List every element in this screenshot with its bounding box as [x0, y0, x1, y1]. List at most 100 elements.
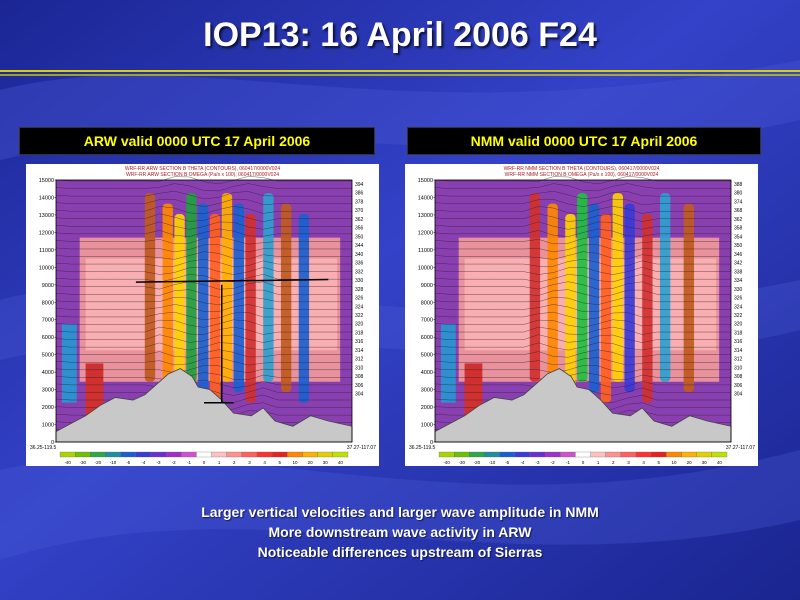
y-tick-label: 14000 — [418, 195, 433, 201]
color-scale-swatch — [605, 451, 622, 458]
y-tick-label: 4000 — [42, 370, 54, 376]
theta-label: 326 — [734, 296, 743, 302]
theta-label: 370 — [355, 208, 364, 214]
color-scale-label: 4 — [263, 460, 266, 465]
omega-band — [624, 203, 635, 393]
arw-panel-header: ARW valid 0000 UTC 17 April 2006 — [19, 127, 375, 155]
section-end-label: 37.27-117.07 — [726, 445, 755, 451]
y-tick-label: 1000 — [421, 423, 433, 429]
caption-line-3: Noticeable differences upstream of Sierr… — [257, 544, 543, 560]
theta-label: 344 — [355, 243, 364, 249]
omega-band — [198, 203, 209, 393]
color-scale-label: 2 — [612, 460, 615, 465]
y-tick-label: 5000 — [421, 353, 433, 359]
theta-label: 320 — [355, 322, 364, 328]
color-scale-label: 4 — [642, 460, 645, 465]
color-scale-swatch — [635, 451, 652, 458]
theta-label: 362 — [734, 217, 743, 223]
y-tick-label: 2000 — [42, 405, 54, 411]
theta-label: 362 — [355, 217, 364, 223]
omega-band — [547, 203, 558, 393]
omega-band — [464, 363, 483, 416]
nmm-cross-section-plot: WRF-RR NMM SECTION B THETA (CONTOURS), 0… — [405, 164, 758, 466]
caption-line-1: Larger vertical velocities and larger wa… — [201, 504, 599, 520]
slide-title: IOP13: 16 April 2006 F24 — [203, 16, 597, 54]
color-scale-label: -10 — [110, 460, 117, 465]
theta-label: 374 — [734, 199, 743, 205]
color-scale-label: -10 — [489, 460, 496, 465]
y-tick-label: 2000 — [421, 405, 433, 411]
omega-band — [529, 193, 541, 382]
theta-label: 312 — [355, 357, 364, 363]
color-scale-swatch — [454, 451, 470, 458]
y-tick-label: 0 — [51, 440, 54, 446]
omega-band — [221, 193, 233, 382]
omega-band — [659, 193, 671, 382]
omega-band — [245, 214, 256, 403]
color-scale-label: 5 — [658, 460, 661, 465]
y-tick-label: 14000 — [39, 195, 54, 201]
theta-label: 324 — [355, 304, 364, 310]
plot-frame — [434, 179, 732, 443]
y-tick-label: 15000 — [418, 178, 433, 184]
omega-band — [263, 193, 274, 382]
y-tick-label: 12000 — [418, 230, 433, 236]
theta-label: 318 — [355, 330, 364, 336]
color-scale-swatch — [272, 451, 288, 458]
omega-band — [565, 214, 576, 403]
y-tick-label: 1000 — [42, 423, 54, 429]
color-scale-swatch — [484, 451, 500, 458]
y-tick-label: 5000 — [42, 353, 54, 359]
color-scale-swatch — [514, 451, 531, 458]
y-tick-label: 4000 — [421, 370, 433, 376]
y-tick-label: 7000 — [421, 318, 433, 324]
color-scale-swatch — [438, 451, 455, 458]
color-scale-swatch — [332, 451, 349, 458]
theta-label: 310 — [355, 365, 364, 371]
color-scale-label: 40 — [338, 460, 344, 465]
omega-band — [600, 214, 612, 403]
color-scale-swatch — [666, 451, 682, 458]
color-scale-label: -5 — [126, 460, 130, 465]
color-scale-swatch — [575, 451, 591, 458]
theta-label: 368 — [734, 208, 743, 214]
color-scale-swatch — [560, 451, 576, 458]
color-scale-label: -4 — [141, 460, 145, 465]
y-tick-label: 8000 — [42, 300, 54, 306]
color-scale-swatch — [181, 451, 197, 458]
color-scale-label: -5 — [505, 460, 509, 465]
omega-band — [588, 203, 600, 393]
theta-label: 312 — [734, 357, 743, 363]
color-scale-swatch — [90, 451, 106, 458]
color-scale-label: -20 — [474, 460, 481, 465]
color-scale-swatch — [469, 451, 485, 458]
y-tick-label: 12000 — [39, 230, 54, 236]
color-scale-label: 3 — [627, 460, 630, 465]
color-scale-label: -30 — [458, 460, 465, 465]
theta-label: 314 — [734, 348, 743, 354]
y-tick-label: 0 — [430, 440, 433, 446]
y-tick-label: 10000 — [39, 265, 54, 271]
theta-label: 336 — [355, 261, 364, 267]
theta-label: 340 — [355, 252, 364, 258]
title-rule-bottom — [0, 74, 800, 76]
theta-label: 304 — [734, 392, 743, 398]
color-scale-label: -3 — [536, 460, 540, 465]
color-scale-swatch — [226, 451, 243, 458]
omega-band — [440, 324, 456, 403]
omega-band — [298, 214, 310, 403]
color-scale-label: 5 — [279, 460, 282, 465]
color-scale-label: 10 — [292, 460, 298, 465]
color-scale-label: -4 — [520, 460, 524, 465]
plot-title-line: WRF-RR ARW SECTION B OMEGA (Pa/s x 100),… — [126, 172, 279, 178]
color-scale-swatch — [135, 451, 152, 458]
theta-label: 314 — [355, 348, 364, 354]
theta-label: 320 — [734, 322, 743, 328]
y-tick-label: 6000 — [421, 335, 433, 341]
theta-label: 304 — [355, 392, 364, 398]
y-tick-label: 6000 — [42, 335, 54, 341]
color-scale-label: -1 — [187, 460, 191, 465]
nmm-panel-header: NMM valid 0000 UTC 17 April 2006 — [407, 127, 761, 155]
theta-label: 322 — [355, 313, 364, 319]
color-scale-swatch — [620, 451, 637, 458]
